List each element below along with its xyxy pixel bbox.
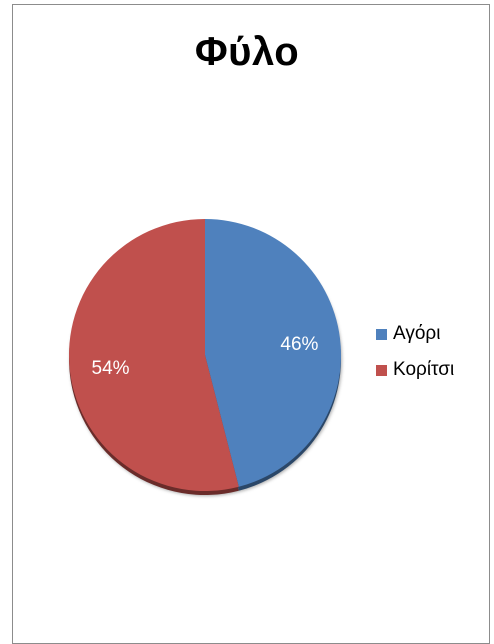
chart-title: Φύλο xyxy=(194,30,300,74)
legend: Αγόρι Κορίτσι xyxy=(376,322,454,394)
legend-swatch xyxy=(376,364,387,376)
legend-item-koritsi: Κορίτσι xyxy=(376,358,454,382)
legend-swatch xyxy=(376,328,387,340)
pie-chart: 46% 54% xyxy=(68,219,342,496)
legend-label: Κορίτσι xyxy=(393,359,455,380)
pie-slice-agori xyxy=(205,219,341,487)
data-label: 54% xyxy=(92,358,130,379)
pie-slice-koritsi xyxy=(68,219,239,492)
legend-item-agori: Αγόρι xyxy=(376,322,454,346)
data-label: 46% xyxy=(280,334,318,355)
legend-label: Αγόρι xyxy=(393,323,441,344)
